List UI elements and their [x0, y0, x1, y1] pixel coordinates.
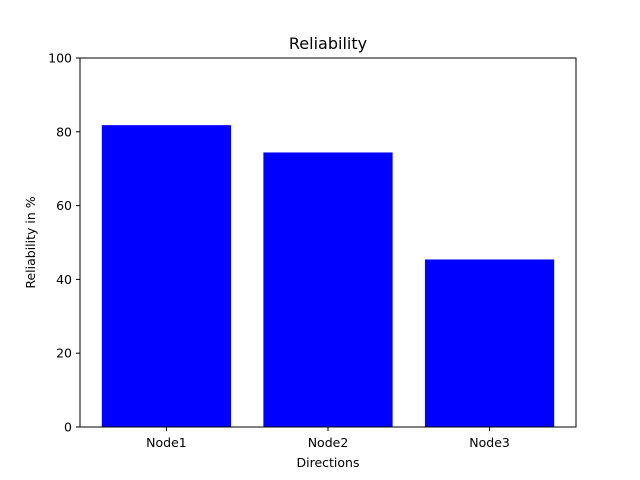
- x-axis: Node1 Node2 Node3: [146, 427, 510, 450]
- y-tick-label: 80: [56, 124, 72, 139]
- x-tick-label: Node1: [146, 435, 187, 450]
- x-tick-label: Node3: [469, 435, 510, 450]
- bar-node3: [424, 259, 555, 427]
- y-tick-label: 60: [56, 198, 72, 213]
- chart-title: Reliability: [289, 34, 367, 53]
- bar-node2: [263, 152, 393, 428]
- y-axis: 0 20 40 60 80 100: [48, 51, 80, 435]
- y-tick-label: 0: [64, 420, 72, 435]
- x-axis-label: Directions: [297, 455, 360, 470]
- y-tick-label: 20: [56, 346, 72, 361]
- y-axis-label: Reliability in %: [23, 196, 38, 288]
- bars-group: [101, 125, 555, 428]
- x-tick-label: Node2: [308, 435, 349, 450]
- y-tick-label: 40: [56, 272, 72, 287]
- y-tick-label: 100: [48, 51, 72, 66]
- bar-node1: [101, 125, 232, 428]
